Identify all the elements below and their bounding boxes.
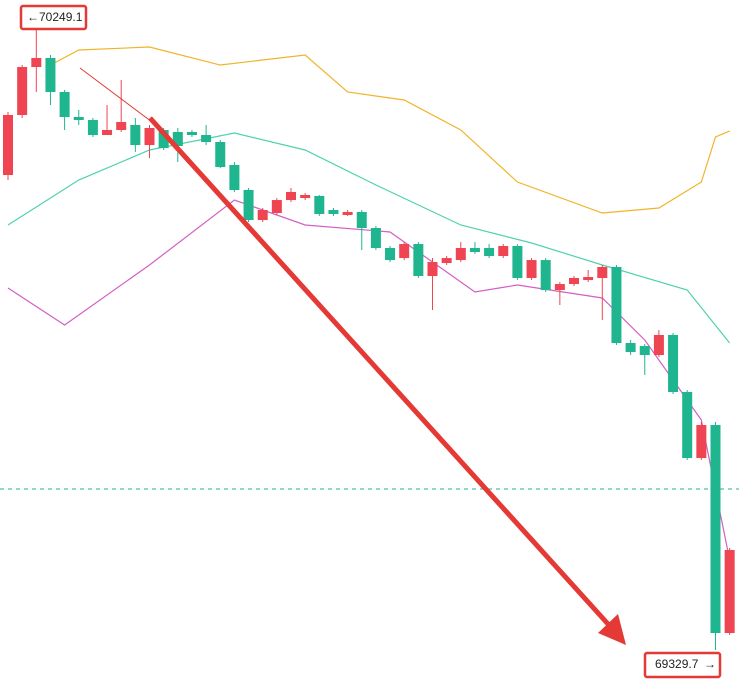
candle-body	[215, 142, 226, 168]
annotation-line	[79, 67, 161, 129]
candle-body	[102, 129, 113, 136]
candle-body	[682, 392, 693, 459]
candle-body	[17, 67, 28, 116]
candle-body	[455, 248, 466, 261]
candle-body	[569, 277, 579, 285]
candle-body	[696, 425, 707, 459]
low-label: 69329.7	[655, 657, 699, 671]
low-label-arrow: →	[704, 657, 716, 671]
candle-body	[243, 189, 254, 221]
candle-body	[31, 58, 42, 68]
candle-body	[87, 120, 98, 136]
candle-body	[342, 211, 353, 216]
low-label-box	[643, 651, 722, 679]
candle-body	[710, 425, 721, 634]
candle-body	[399, 244, 410, 259]
candle-body	[526, 260, 537, 278]
candle-body	[427, 262, 438, 276]
candle-body	[158, 129, 169, 148]
candle-body	[668, 334, 679, 393]
candle-body	[583, 277, 594, 281]
candle-body	[286, 191, 296, 201]
candle-body	[498, 246, 509, 256]
candle-body	[3, 115, 13, 176]
high-label-box	[19, 4, 88, 31]
candle-body	[314, 195, 325, 214]
candle-body	[59, 91, 70, 117]
candle-body	[300, 195, 311, 199]
candle-body	[130, 124, 141, 146]
candle-body	[512, 246, 523, 278]
candle-body	[144, 127, 155, 146]
candle-body	[201, 135, 212, 143]
candle-body	[370, 228, 381, 249]
band-line	[7, 132, 731, 344]
candle-body	[73, 116, 84, 121]
candle-body	[540, 260, 551, 291]
band-line	[50, 46, 730, 214]
candle-body	[639, 346, 650, 356]
candle-body	[653, 334, 664, 356]
candle-body	[441, 258, 452, 263]
candle-body	[271, 200, 282, 214]
bands-layer	[0, 46, 739, 561]
candle-body	[257, 210, 268, 221]
candle-body	[172, 131, 183, 147]
candle-body	[554, 284, 565, 291]
candle-body	[724, 549, 735, 634]
band-line	[7, 199, 731, 561]
candle-body	[597, 266, 608, 278]
candle-body	[385, 248, 396, 261]
candle-body	[45, 58, 56, 92]
high-label: 70249.1	[39, 10, 83, 24]
candle-body	[484, 248, 495, 256]
high-label-arrow: ←	[27, 10, 39, 24]
candle-body	[229, 164, 240, 190]
candle-body	[625, 343, 636, 353]
candle-body	[611, 266, 622, 344]
candle-body	[469, 248, 480, 253]
candle-body	[356, 211, 367, 229]
candle-body	[116, 122, 127, 130]
annotation-arrow-head	[598, 614, 626, 645]
candle-body	[186, 131, 197, 136]
candles-layer	[3, 18, 735, 651]
annotation-arrow-shaft	[148, 116, 610, 626]
candle-body	[413, 244, 424, 276]
candle-body	[328, 210, 339, 214]
